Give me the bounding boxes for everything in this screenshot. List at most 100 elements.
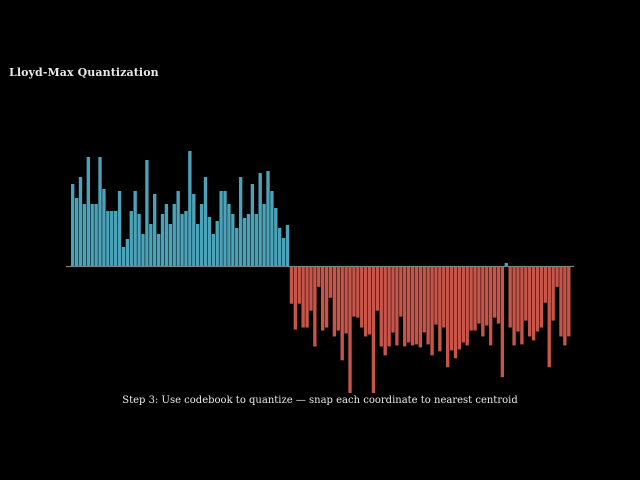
bar-6	[90, 204, 94, 266]
bar-91	[422, 266, 426, 333]
bar-109	[492, 266, 497, 318]
bar-28	[176, 191, 180, 266]
bar-120	[535, 266, 540, 332]
bar-111	[500, 266, 505, 378]
bar-105	[477, 266, 481, 324]
bar-53	[274, 208, 278, 266]
bar-125	[555, 266, 559, 287]
bar-97	[446, 266, 450, 368]
bar-90	[418, 266, 423, 348]
bar-32	[192, 194, 196, 266]
bar-21	[149, 224, 153, 266]
bar-40	[223, 191, 227, 266]
bar-10	[106, 211, 110, 266]
bar-88	[410, 266, 415, 346]
bar-27	[172, 204, 176, 266]
bar-112	[504, 263, 508, 266]
bar-31	[188, 151, 192, 266]
bar-84	[395, 266, 399, 346]
bar-50	[262, 204, 266, 266]
bar-9	[102, 189, 106, 266]
bar-44	[238, 177, 243, 266]
bar-11	[110, 211, 114, 266]
bar-79	[375, 266, 380, 311]
chart-title: Lloyd-Max Quantization	[9, 66, 159, 79]
bar-66	[324, 266, 329, 328]
bar-106	[481, 266, 485, 337]
bar-110	[496, 266, 501, 324]
bar-13	[117, 191, 122, 266]
bar-25	[164, 204, 169, 266]
bar-2	[74, 198, 79, 266]
bar-58	[293, 266, 298, 330]
bar-116	[520, 266, 524, 345]
bar-49	[258, 173, 262, 266]
bar-18	[137, 214, 141, 266]
bar-54	[278, 228, 282, 266]
bar-33	[196, 224, 200, 266]
bar-59	[297, 266, 301, 304]
bar-56	[285, 225, 290, 266]
bar-123	[547, 266, 551, 368]
bar-114	[512, 266, 516, 346]
bar-61	[305, 266, 309, 328]
bar-122	[543, 266, 548, 303]
bar-100	[457, 266, 462, 350]
bar-12	[113, 211, 118, 266]
bar-69	[336, 266, 340, 331]
bar-119	[531, 266, 536, 341]
bar-115	[516, 266, 520, 332]
bar-7	[94, 204, 98, 266]
bar-24	[160, 214, 165, 266]
bar-93	[430, 266, 434, 356]
bar-63	[313, 266, 317, 347]
bar-47	[250, 184, 255, 266]
bar-16	[129, 211, 133, 266]
bar-73	[352, 266, 356, 317]
bar-64	[317, 266, 321, 287]
bar-83	[391, 266, 395, 333]
bar-95	[438, 266, 442, 352]
bar-89	[414, 266, 419, 345]
step-caption: Step 3: Use codebook to quantize — snap …	[122, 395, 518, 406]
bar-45	[242, 218, 247, 266]
bar-42	[231, 214, 235, 266]
bar-75	[360, 266, 364, 328]
bar-127	[563, 266, 567, 346]
bar-94	[434, 266, 438, 325]
bar-67	[328, 266, 333, 298]
bar-14	[121, 247, 126, 266]
bar-124	[551, 266, 555, 321]
bar-34	[199, 204, 204, 266]
bar-118	[528, 266, 532, 337]
bar-30	[184, 211, 188, 266]
bar-65	[321, 266, 325, 331]
bar-4	[82, 204, 87, 266]
bar-68	[332, 266, 337, 337]
bar-29	[180, 214, 184, 266]
bar-78	[371, 266, 376, 394]
bar-82	[387, 266, 391, 347]
bar-107	[485, 266, 489, 326]
bar-70	[340, 266, 344, 361]
bar-41	[227, 204, 231, 266]
bar-52	[270, 191, 274, 266]
bar-48	[254, 214, 258, 266]
bar-71	[344, 266, 348, 334]
bar-15	[125, 239, 130, 266]
bar-98	[449, 266, 454, 351]
bar-20	[145, 160, 149, 266]
bar-72	[348, 266, 352, 394]
bar-80	[379, 266, 383, 347]
bar-17	[133, 191, 137, 266]
bar-117	[524, 266, 528, 321]
bar-126	[559, 266, 563, 337]
bar-74	[356, 266, 360, 318]
bar-35	[203, 177, 208, 266]
bars-group	[71, 151, 571, 394]
bar-8	[98, 157, 102, 266]
bar-121	[539, 266, 544, 328]
bar-76	[363, 266, 368, 337]
bar-43	[235, 228, 239, 266]
